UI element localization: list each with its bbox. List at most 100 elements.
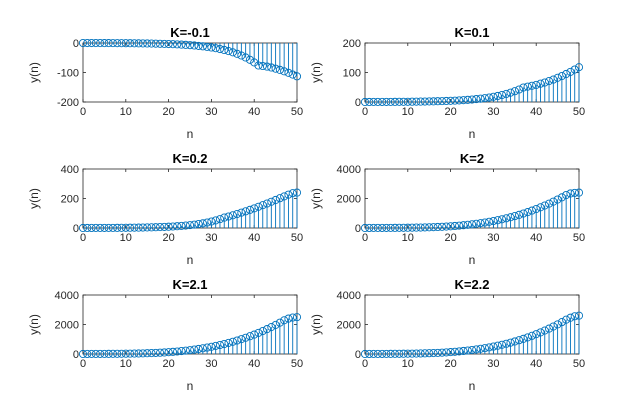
stem-marker — [203, 42, 212, 51]
x-tick-label: 50 — [573, 358, 585, 370]
stem-marker — [523, 333, 532, 342]
stem-marker — [220, 45, 229, 55]
stem-marker — [360, 97, 370, 107]
stem-marker — [510, 337, 519, 346]
stem-marker — [228, 211, 237, 220]
stem-marker — [416, 349, 425, 358]
y-axis-label: y(n) — [309, 314, 323, 335]
x-tick-label: 10 — [402, 106, 414, 118]
subplot-k-0-1: 0 10 20 30 40 50 0 100 200 K=0.1 n y(n) — [309, 25, 585, 141]
stem-marker — [258, 326, 267, 336]
stem-marker — [233, 209, 242, 219]
stem-marker — [78, 349, 88, 359]
stem-marker — [91, 349, 100, 358]
stem-marker — [442, 96, 451, 106]
stem-marker — [262, 62, 272, 71]
stem-marker — [275, 65, 284, 74]
stem-marker — [147, 39, 156, 48]
stem-marker — [190, 220, 199, 229]
stem-marker — [360, 223, 370, 233]
stem-marker — [104, 39, 113, 48]
stem-marker — [506, 213, 515, 222]
x-tick-label: 40 — [248, 232, 260, 244]
x-axis-label: n — [469, 379, 476, 393]
y-axis-label: y(n) — [309, 188, 323, 209]
stem-marker — [433, 222, 442, 232]
stem-marker — [78, 38, 88, 48]
x-tick-label: 10 — [402, 358, 414, 370]
x-axis-label: n — [187, 253, 194, 267]
stem-marker — [267, 197, 276, 206]
stem-marker — [403, 223, 412, 232]
x-tick-label: 40 — [530, 106, 542, 118]
stem-marker — [497, 340, 507, 349]
stem-marker — [429, 223, 438, 232]
y-tick-label: 2000 — [337, 194, 361, 206]
stem-marker — [237, 51, 246, 60]
stem-marker — [412, 223, 421, 232]
stem-marker — [254, 328, 263, 337]
stem-marker — [373, 349, 382, 358]
stem-marker — [437, 348, 447, 357]
stem-marker — [241, 53, 250, 62]
stem-marker — [390, 223, 400, 232]
stem-marker — [211, 216, 220, 225]
stem-marker — [416, 97, 425, 106]
y-tick-label: 0 — [73, 38, 79, 50]
stem-marker — [143, 223, 152, 232]
y-tick-label: 4000 — [55, 290, 79, 302]
x-tick-label: 20 — [162, 106, 174, 118]
x-tick-label: 10 — [402, 232, 414, 244]
stem-marker — [288, 70, 297, 79]
x-tick-label: 30 — [487, 106, 499, 118]
stem-marker — [207, 217, 216, 226]
stem-marker — [233, 336, 242, 345]
stem-marker — [540, 326, 549, 335]
stem-marker — [403, 97, 412, 106]
stem-marker — [506, 88, 515, 97]
stem-marker — [117, 349, 126, 358]
x-tick-label: 0 — [362, 106, 368, 118]
stem-marker — [485, 217, 494, 226]
stem-marker — [446, 96, 455, 105]
stem-marker — [536, 79, 545, 88]
stem-marker — [515, 336, 524, 345]
stem-marker — [386, 223, 395, 232]
stem-marker — [549, 322, 558, 331]
stem-marker — [143, 39, 152, 48]
stem-marker — [420, 97, 429, 106]
stem-marker — [459, 96, 468, 105]
stem-marker — [271, 195, 280, 205]
stem-marker — [228, 337, 237, 346]
stem-marker — [147, 349, 156, 358]
stem-marker — [480, 218, 489, 227]
x-tick-label: 20 — [162, 232, 174, 244]
stem-marker — [138, 349, 147, 358]
stem-marker — [502, 89, 511, 98]
stem-marker — [378, 223, 387, 232]
stem-marker — [570, 188, 579, 197]
stem-marker — [181, 346, 190, 355]
stem-marker — [365, 223, 374, 233]
stem-marker — [100, 39, 109, 48]
stem-marker — [540, 201, 549, 210]
stem-marker — [399, 349, 408, 358]
stem-marker — [369, 97, 378, 106]
stem-marker — [515, 85, 524, 94]
stem-marker — [502, 339, 511, 348]
stem-marker — [574, 311, 584, 320]
stem-marker — [510, 212, 519, 221]
stem-marker — [497, 215, 507, 224]
stem-marker — [467, 95, 477, 104]
stem-marker — [536, 328, 545, 337]
stem-marker — [224, 338, 233, 347]
stem-marker — [108, 39, 118, 48]
stem-marker — [369, 223, 378, 232]
stem-marker — [523, 82, 532, 91]
stem-marker — [267, 63, 276, 72]
stem-marker — [412, 97, 421, 106]
stem-marker — [442, 222, 451, 231]
stem-marker — [506, 338, 515, 347]
stem-marker — [395, 349, 404, 358]
stem-marker — [194, 219, 203, 229]
